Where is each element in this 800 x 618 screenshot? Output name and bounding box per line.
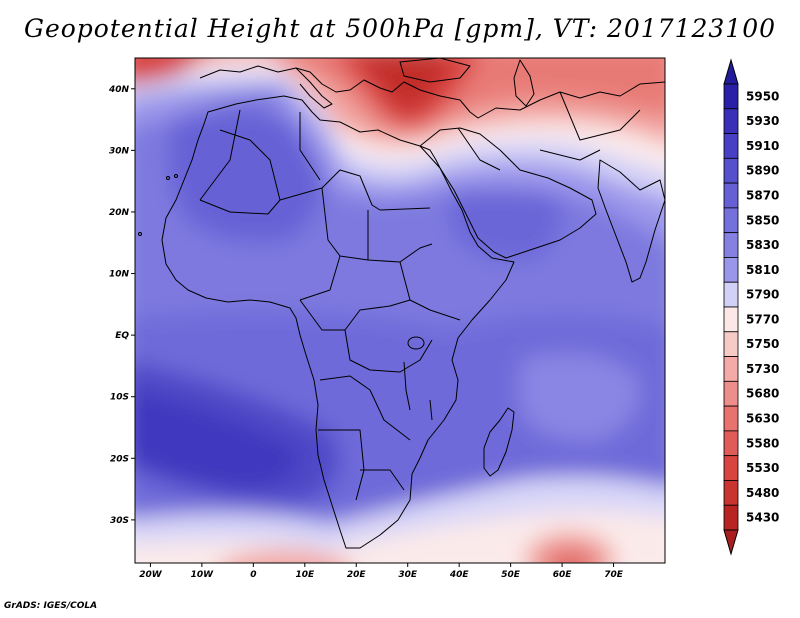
colorbar-swatch xyxy=(723,331,739,357)
country-border xyxy=(360,469,405,491)
colorbar-swatch xyxy=(723,232,739,258)
colorbar-label: 5810 xyxy=(746,263,779,277)
africa-coastline xyxy=(161,95,515,549)
lat-tick-label: 10S xyxy=(110,393,129,403)
colorbar-label: 5680 xyxy=(746,387,779,401)
colorbar-swatch xyxy=(723,281,739,308)
lon-tick-label: 70E xyxy=(604,570,624,580)
lon-tick-label: 20E xyxy=(347,570,367,580)
lake-malawi xyxy=(429,399,433,421)
colorbar-label: 5930 xyxy=(746,114,779,128)
madagascar-coastline xyxy=(483,407,515,477)
lon-tick-label: 30E xyxy=(398,570,418,580)
map-frame xyxy=(134,57,666,564)
country-border xyxy=(399,261,461,321)
lat-tick-label: EQ xyxy=(115,331,129,341)
coastlines xyxy=(138,58,665,549)
chart-title: Geopotential Height at 500hPa [gpm], VT:… xyxy=(23,14,777,43)
colorbar-swatch xyxy=(723,207,739,234)
lat-tick-label: 40N xyxy=(108,85,130,95)
lon-tick-label: 50E xyxy=(501,570,521,580)
colorbar-label: 5910 xyxy=(746,139,779,153)
colorbar-swatch xyxy=(723,108,739,134)
grads-credit: GrADS: IGES/COLA xyxy=(4,601,98,611)
colorbar-label: 5480 xyxy=(746,486,779,500)
colorbar-label: 5950 xyxy=(746,89,779,103)
india-coastline xyxy=(597,159,665,283)
country-border xyxy=(299,112,321,181)
colorbar-swatch xyxy=(723,430,739,457)
colorbar-label: 5770 xyxy=(746,312,779,326)
country-border xyxy=(318,429,365,501)
italy-coastline xyxy=(295,67,333,109)
caspian-coastline xyxy=(513,59,535,107)
colorbar-swatch xyxy=(723,480,739,506)
country-border xyxy=(457,127,501,171)
colorbar-top-arrow xyxy=(723,58,739,85)
country-border xyxy=(199,109,241,201)
country-border xyxy=(219,129,281,215)
arabia-coastline xyxy=(419,127,597,259)
colorbar-swatch xyxy=(723,380,739,407)
lon-tick-label: 60E xyxy=(553,570,573,580)
country-border xyxy=(344,329,433,373)
lon-tick-label: 10E xyxy=(295,570,315,580)
latitude-axis: 40N 30N 20N 10N EQ 10S 20S 30S xyxy=(108,85,135,526)
lon-tick-label: 10W xyxy=(191,570,215,580)
country-border xyxy=(199,199,269,215)
colorbar-swatch xyxy=(723,182,739,209)
colorbar-swatch xyxy=(723,306,739,333)
country-border xyxy=(559,91,641,141)
europe-coastline xyxy=(199,65,665,119)
lat-tick-label: 10N xyxy=(109,270,130,280)
longitude-axis: 20W 10W 0 10E 20E 30E 40E 50E 60E 70E xyxy=(139,563,624,580)
colorbar-label: 5890 xyxy=(746,164,779,178)
colorbar-swatch xyxy=(723,504,739,531)
lon-tick-label: 0 xyxy=(250,570,256,580)
colorbar-swatch xyxy=(723,257,739,283)
colorbar-label: 5750 xyxy=(746,337,779,351)
colorbar-label: 5790 xyxy=(746,288,779,302)
country-border xyxy=(319,375,411,441)
colorbar-swatch xyxy=(723,356,739,382)
black-sea-coastline xyxy=(399,58,471,83)
colorbar-label: 5730 xyxy=(746,362,779,376)
lon-tick-label: 20W xyxy=(139,570,163,580)
country-border xyxy=(299,255,341,301)
lat-tick-label: 30N xyxy=(109,146,130,156)
colorbar-label: 5850 xyxy=(746,213,779,227)
lat-tick-label: 20N xyxy=(109,208,130,218)
colorbar-label: 5870 xyxy=(746,189,779,203)
colorbar-label: 5580 xyxy=(746,436,779,450)
colorbar-swatch xyxy=(723,157,739,184)
lon-tick-label: 40E xyxy=(449,570,470,580)
lake-victoria xyxy=(407,336,425,350)
colorbar-swatch xyxy=(723,455,739,481)
country-border xyxy=(299,299,411,331)
colorbar-swatch xyxy=(723,133,739,159)
colorbar-label: 5430 xyxy=(746,511,779,525)
colorbar: 5950 5930 5910 5890 5870 5850 5830 5810 5790 5770… xyxy=(723,58,779,556)
lake-tanganyika xyxy=(403,361,411,411)
country-border xyxy=(321,187,369,261)
height-field xyxy=(135,58,665,563)
lat-tick-label: 30S xyxy=(110,516,129,526)
colorbar-label: 5830 xyxy=(746,238,779,252)
colorbar-bottom-arrow xyxy=(723,529,739,556)
lat-tick-label: 20S xyxy=(110,454,129,464)
colorbar-swatch xyxy=(723,83,739,110)
colorbar-label: 5630 xyxy=(746,412,779,426)
colorbar-swatch xyxy=(723,405,739,432)
colorbar-label: 5530 xyxy=(746,461,779,475)
country-border xyxy=(539,149,601,161)
